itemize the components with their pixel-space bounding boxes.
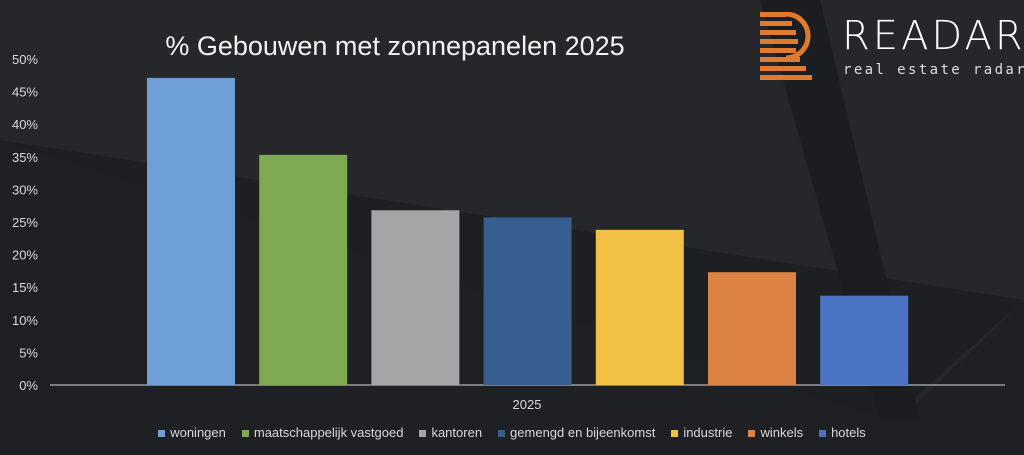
legend-swatch [748, 429, 756, 437]
y-tick-label: 20% [12, 248, 38, 263]
brand-tagline: real estate radar [843, 62, 1024, 78]
legend-label: gemengd en bijeenkomst [510, 425, 656, 440]
legend-item: gemengd en bijeenkomst [498, 425, 655, 441]
bar-kantoren [371, 210, 460, 385]
legend-item: industrie [671, 425, 732, 441]
legend-swatch [419, 429, 427, 437]
legend-swatch [241, 429, 249, 437]
y-tick-label: 10% [12, 313, 38, 328]
y-tick-label: 50% [12, 52, 38, 67]
legend-swatch [671, 429, 679, 437]
y-tick-label: 15% [12, 280, 38, 295]
legend-label: woningen [170, 425, 226, 440]
bar-gemengd-en-bijeenkomst [483, 217, 572, 385]
radar-r-icon [760, 12, 812, 80]
legend-label: winkels [760, 425, 804, 440]
y-tick-label: 25% [12, 215, 38, 230]
legend-item: kantoren [419, 425, 482, 441]
y-tick-label: 5% [19, 345, 38, 360]
legend-swatch [158, 429, 166, 437]
legend: woningen maatschappelijk vastgoed kantoren… [0, 425, 1024, 441]
legend-label: industrie [683, 425, 733, 440]
legend-label: kantoren [431, 425, 483, 440]
bar-winkels [708, 272, 796, 385]
y-tick-label: 40% [12, 117, 38, 132]
y-tick-label: 0% [19, 378, 38, 393]
bar-hotels [820, 295, 909, 385]
y-tick-label: 45% [12, 85, 38, 100]
legend-swatch [819, 429, 827, 437]
legend-swatch [498, 429, 506, 437]
brand-name: READAR [842, 13, 1024, 59]
legend-item: winkels [748, 425, 803, 441]
bar-industrie [595, 229, 684, 385]
legend-label: hotels [831, 425, 866, 440]
bar-maatschappelijk-vastgoed [259, 154, 348, 385]
legend-label: maatschappelijk vastgoed [253, 425, 404, 440]
legend-item: hotels [819, 425, 866, 441]
legend-item: woningen [158, 425, 226, 441]
y-tick-label: 30% [12, 182, 38, 197]
bar-chart: 0% 5% 10% 15% 20% 25% 30% 35% 40% 45% 50% 2025 [12, 52, 1005, 412]
x-tick-label: 2025 [513, 397, 542, 412]
y-tick-label: 35% [12, 150, 38, 165]
bar-woningen [147, 77, 235, 386]
legend-item: maatschappelijk vastgoed [241, 425, 404, 441]
chart-title: % Gebouwen met zonnepanelen 2025 [165, 31, 625, 61]
